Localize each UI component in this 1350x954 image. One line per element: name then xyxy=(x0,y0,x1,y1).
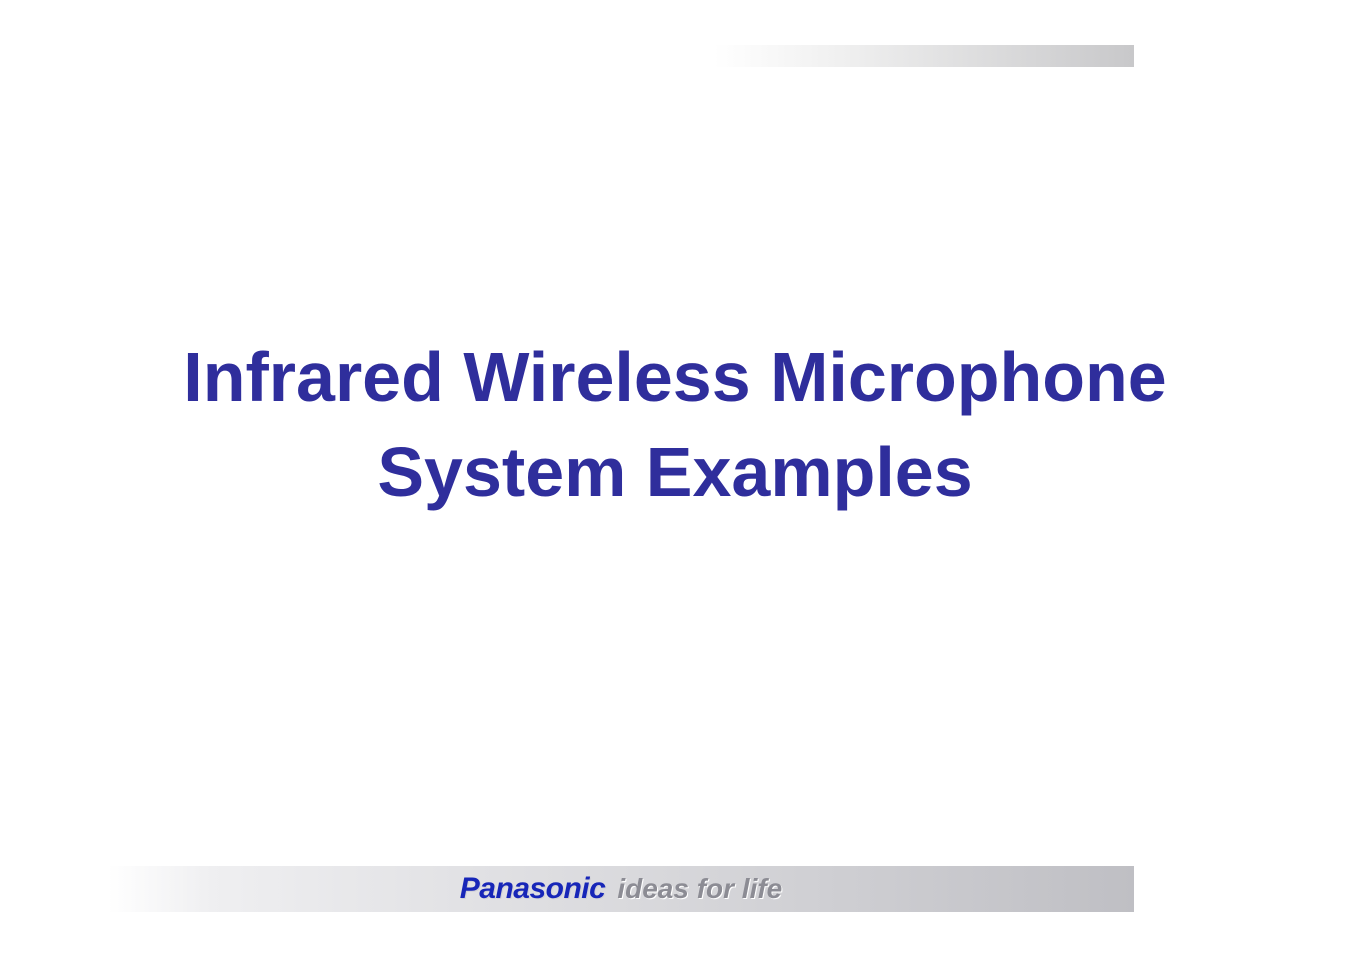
presentation-slide: Infrared Wireless Microphone System Exam… xyxy=(0,0,1350,954)
title-line-2: System Examples xyxy=(0,425,1350,520)
title-line-1: Infrared Wireless Microphone xyxy=(0,330,1350,425)
footer-tagline: Panasonic ideas for life xyxy=(460,872,783,906)
bottom-accent-bar: Panasonic ideas for life xyxy=(108,866,1134,912)
brand-tagline: ideas for life xyxy=(617,873,782,905)
brand-logo-text: Panasonic xyxy=(460,872,606,906)
top-accent-bar xyxy=(714,45,1134,67)
title-block: Infrared Wireless Microphone System Exam… xyxy=(0,330,1350,519)
